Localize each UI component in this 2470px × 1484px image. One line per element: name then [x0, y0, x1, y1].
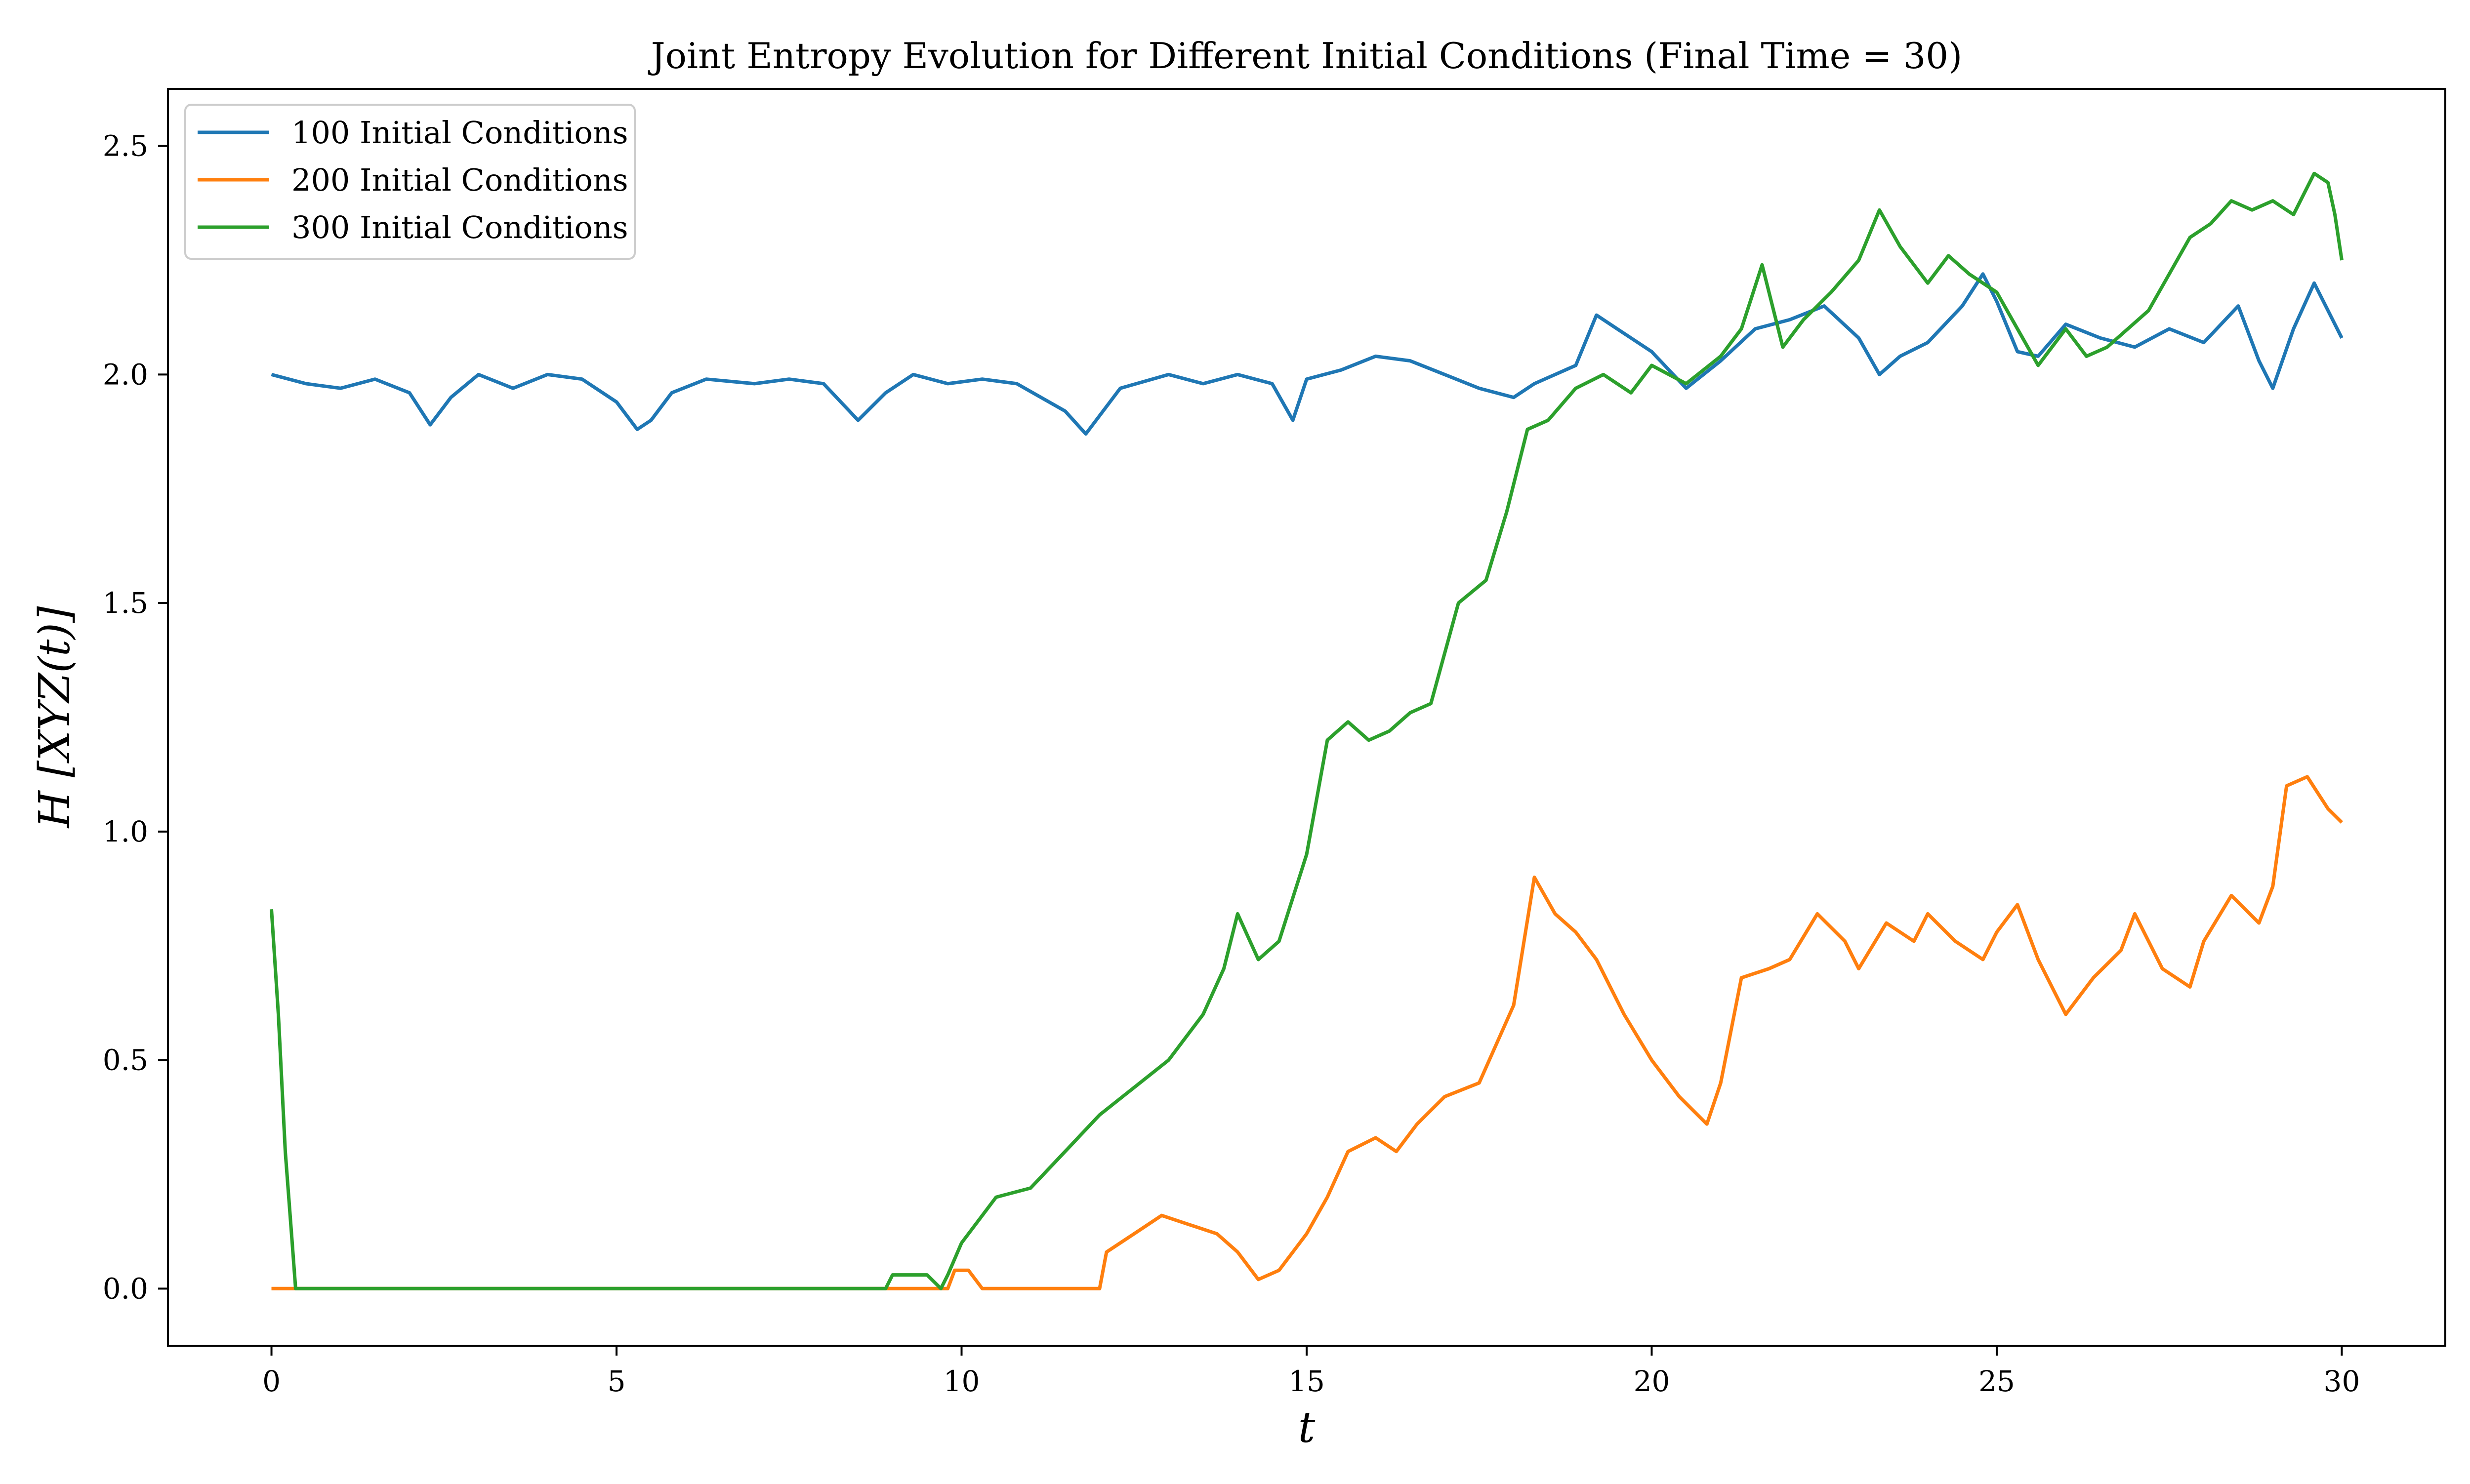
y-tick-label: 2.0 — [103, 358, 148, 391]
x-tick-label: 5 — [608, 1364, 626, 1398]
plot-lines — [270, 171, 2344, 1290]
legend-box — [184, 104, 636, 260]
x-tick-label: 25 — [1978, 1364, 2015, 1398]
series-line-3 — [270, 171, 2344, 1290]
x-tick-label: 15 — [1288, 1364, 1325, 1398]
y-tick-label: 1.5 — [103, 586, 148, 620]
legend-label-2: 200 Initial Conditions — [291, 162, 628, 198]
legend: 100 Initial Conditions 200 Initial Condit… — [184, 104, 636, 260]
x-axis-label: t — [1298, 1403, 1316, 1452]
x-tick-label: 0 — [262, 1364, 281, 1398]
legend-label-1: 100 Initial Conditions — [291, 115, 628, 151]
y-tick-label: 1.0 — [103, 815, 148, 848]
plot-frame — [167, 88, 2446, 1347]
y-axis-label: H [XYZ(t)] — [30, 606, 80, 829]
series-line-1 — [271, 272, 2344, 436]
x-axis: 0 5 10 15 20 25 30 — [262, 1346, 2360, 1398]
x-tick-label: 20 — [1634, 1364, 1670, 1398]
y-tick-label: 0.0 — [103, 1272, 148, 1305]
legend-label-3: 300 Initial Conditions — [291, 209, 628, 245]
y-tick-label: 0.5 — [103, 1043, 148, 1077]
chart-title: Joint Entropy Evolution for Different In… — [648, 35, 1962, 77]
y-tick-label: 2.5 — [103, 129, 148, 163]
x-tick-label: 30 — [2324, 1364, 2360, 1398]
x-tick-label: 10 — [944, 1364, 980, 1398]
y-axis: 0.0 0.5 1.0 1.5 2.0 2.5 — [103, 129, 168, 1305]
series-line-2 — [271, 775, 2343, 1290]
